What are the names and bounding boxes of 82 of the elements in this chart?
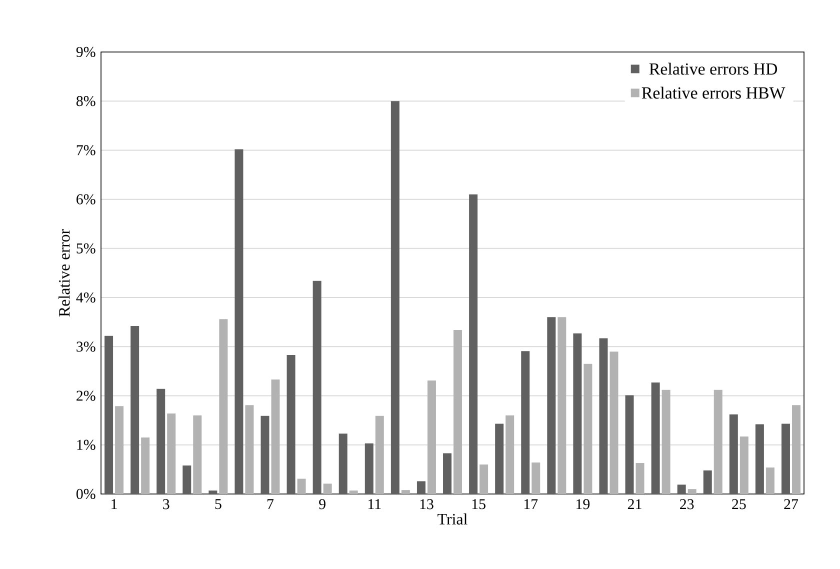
x-tick-label: 11 [368,499,381,510]
x-tick-label: 27 [784,499,798,510]
x-axis-title: Trial [438,513,468,525]
x-tick-label: 23 [680,499,694,510]
bar [480,464,488,494]
bar [390,101,400,494]
y-axis-title: Relative error [58,229,70,317]
y-tick-label: 2% [76,390,96,401]
bar [573,333,582,494]
bar [651,382,660,494]
bar [167,413,176,494]
x-tick-label: 19 [576,499,590,510]
x-tick-label: 21 [628,499,642,510]
y-tick-label: 1% [77,440,96,450]
bar [297,478,306,494]
bar [375,416,384,494]
x-tick-label: 1 [112,499,117,510]
x-tick-label: 13 [420,499,434,510]
bar [547,317,556,494]
bar [740,436,748,494]
y-tick-label: 9% [76,46,96,58]
y-tick-label: 0% [76,488,96,500]
x-tick-label: 9 [319,499,326,510]
bar [469,194,478,494]
bar [495,424,504,494]
x-tick-label: 25 [732,499,746,510]
bar [130,326,140,494]
bar [766,467,774,494]
x-tick-label: 5 [215,499,222,510]
bar [193,415,202,494]
bar [688,489,696,494]
legend-label: Relative errors HBW [642,86,786,99]
bar [610,352,618,494]
bar [636,463,644,494]
bar [286,355,296,494]
bar [625,395,634,494]
legend-label: Relative errors HD [649,62,778,75]
bar [443,453,452,494]
bar [349,490,358,494]
bar [662,390,670,494]
bar [416,481,426,494]
x-tick-label: 3 [163,499,170,510]
bar [338,434,348,494]
bar [271,380,280,494]
x-tick-label: 7 [268,499,274,509]
bar [427,380,436,494]
bar [182,466,192,494]
bar [323,484,332,494]
bar [506,415,514,494]
bar [677,484,686,494]
bar [260,416,270,494]
bar [521,351,530,494]
bar [599,338,608,494]
bar [703,470,712,494]
y-tick-label: 5% [76,243,96,254]
bar [364,443,374,494]
bar [755,424,764,494]
bar [532,462,540,494]
bar [115,406,124,494]
y-tick-label: 7% [76,145,96,156]
bar [219,319,228,494]
bar [729,414,738,494]
bar [558,317,566,494]
bar [234,149,244,494]
bar [454,330,462,494]
bar [312,280,322,494]
bar [792,405,800,494]
y-tick-label: 8% [76,96,96,106]
bar [401,490,410,494]
bar [584,364,592,494]
y-tick-label: 4% [76,292,96,303]
bar [781,424,790,494]
x-tick-label: 15 [472,499,486,510]
x-tick-label: 17 [524,499,538,510]
bar [245,405,254,494]
bar [208,490,218,494]
y-tick-label: 6% [76,194,96,204]
y-tick-label: 3% [76,342,96,352]
bar [141,438,150,494]
bar [156,388,166,494]
bar [714,390,722,494]
bar [104,336,114,494]
